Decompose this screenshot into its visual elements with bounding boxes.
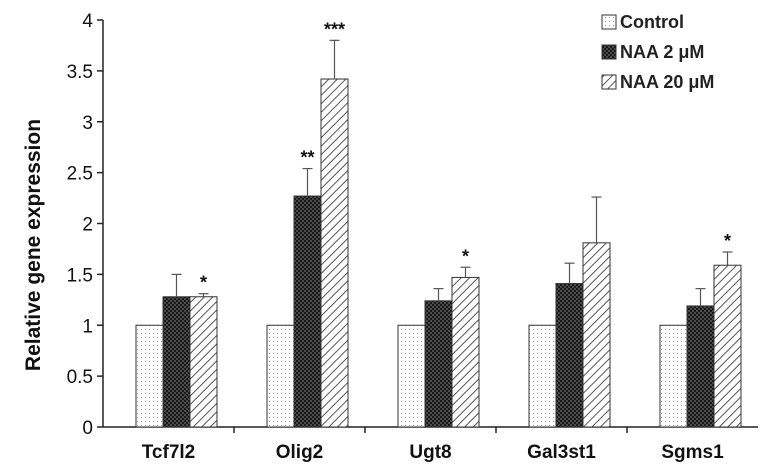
bar [582, 242, 611, 428]
x-tick-label: Gal3st1 [527, 442, 596, 463]
legend: Control NAA 2 μM NAA 20 μM [601, 12, 714, 92]
y-tick-label: 0.5 [67, 367, 93, 388]
y-axis-label: Relative gene expression [22, 119, 45, 371]
bar [424, 300, 453, 428]
bar [659, 324, 688, 428]
x-tick-label: Olig2 [276, 442, 324, 463]
significance-label: * [724, 231, 731, 251]
y-axis: 0 0.5 1 1.5 2 2.5 3 3.5 4 [67, 11, 104, 439]
significance-label: * [462, 246, 469, 266]
y-tick-label: 2.5 [67, 164, 93, 185]
bar [162, 296, 191, 428]
bar [293, 195, 322, 428]
legend-swatch [601, 44, 617, 60]
bar [320, 78, 349, 428]
bar [451, 276, 480, 428]
y-tick-label: 1 [82, 316, 93, 337]
significance-label: * [200, 273, 207, 293]
bar [713, 264, 742, 428]
legend-swatch [601, 14, 617, 30]
legend-label: Control [620, 12, 684, 32]
legend-label: NAA 2 μM [620, 42, 704, 62]
y-tick-label: 1.5 [67, 265, 93, 286]
bar [135, 324, 164, 428]
error-bars [171, 39, 733, 306]
x-axis: Tcf7l2 Olig2 Ugt8 Gal3st1 Sgms1 [103, 426, 758, 463]
bar [266, 324, 295, 428]
x-tick-label: Tcf7l2 [142, 442, 196, 463]
x-tick-label: Sgms1 [661, 442, 724, 463]
legend-swatch [601, 74, 617, 90]
bar [555, 283, 584, 428]
bar [397, 324, 426, 428]
legend-label: NAA 20 μM [620, 72, 714, 92]
bars [135, 78, 742, 428]
x-tick-label: Ugt8 [409, 442, 451, 463]
bar [189, 296, 218, 428]
significance-label: ** [300, 148, 314, 168]
y-tick-label: 0 [82, 418, 93, 439]
bar [686, 305, 715, 428]
significance-labels: ******** [200, 19, 731, 292]
bar [528, 324, 557, 428]
y-tick-label: 2 [82, 215, 93, 236]
y-tick-label: 4 [82, 11, 93, 32]
y-tick-label: 3.5 [67, 62, 93, 83]
significance-label: *** [324, 19, 345, 39]
y-tick-label: 3 [82, 113, 93, 134]
